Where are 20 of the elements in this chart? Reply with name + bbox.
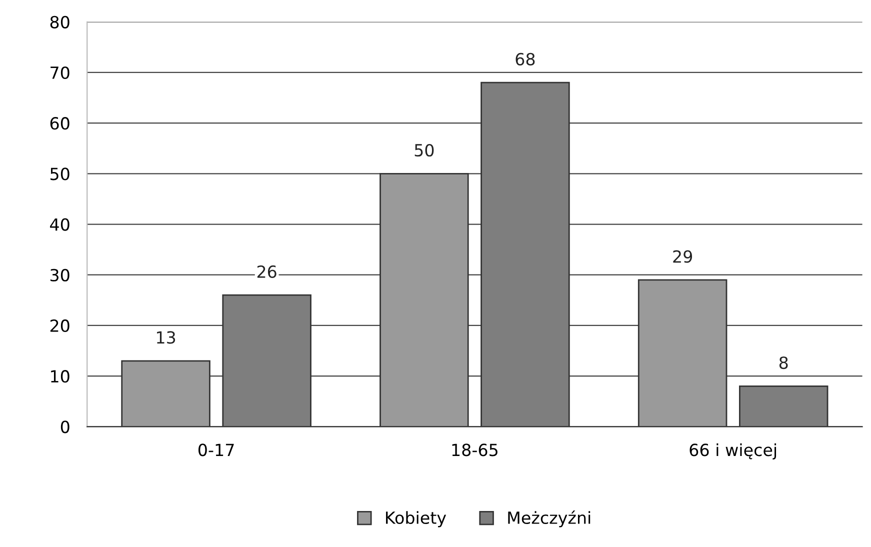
x-tick-label: 0-17 (198, 444, 234, 456)
y-tick-label: 80 (50, 16, 70, 28)
data-label: 50 (414, 144, 434, 157)
y-tick-label: 60 (50, 117, 70, 130)
y-tick-label: 20 (50, 319, 70, 332)
data-label: 29 (673, 250, 692, 263)
y-tick-label: 30 (50, 268, 70, 282)
x-tick-label: 18-65 (452, 444, 498, 456)
data-label: 13 (157, 331, 176, 344)
legend-label: Meżczyźni (508, 510, 590, 528)
legend-label: Kobiety (386, 511, 446, 528)
x-tick-label: 66 i więcej (690, 443, 776, 460)
data-label: 8 (779, 356, 788, 370)
y-tick-label: 0 (60, 420, 70, 434)
data-label: 26 (257, 265, 276, 278)
data-label: 68 (516, 52, 535, 66)
y-tick-label: 40 (50, 218, 70, 231)
y-tick-label: 50 (50, 168, 70, 180)
y-tick-label: 70 (50, 66, 70, 80)
y-tick-label: 10 (51, 370, 70, 383)
